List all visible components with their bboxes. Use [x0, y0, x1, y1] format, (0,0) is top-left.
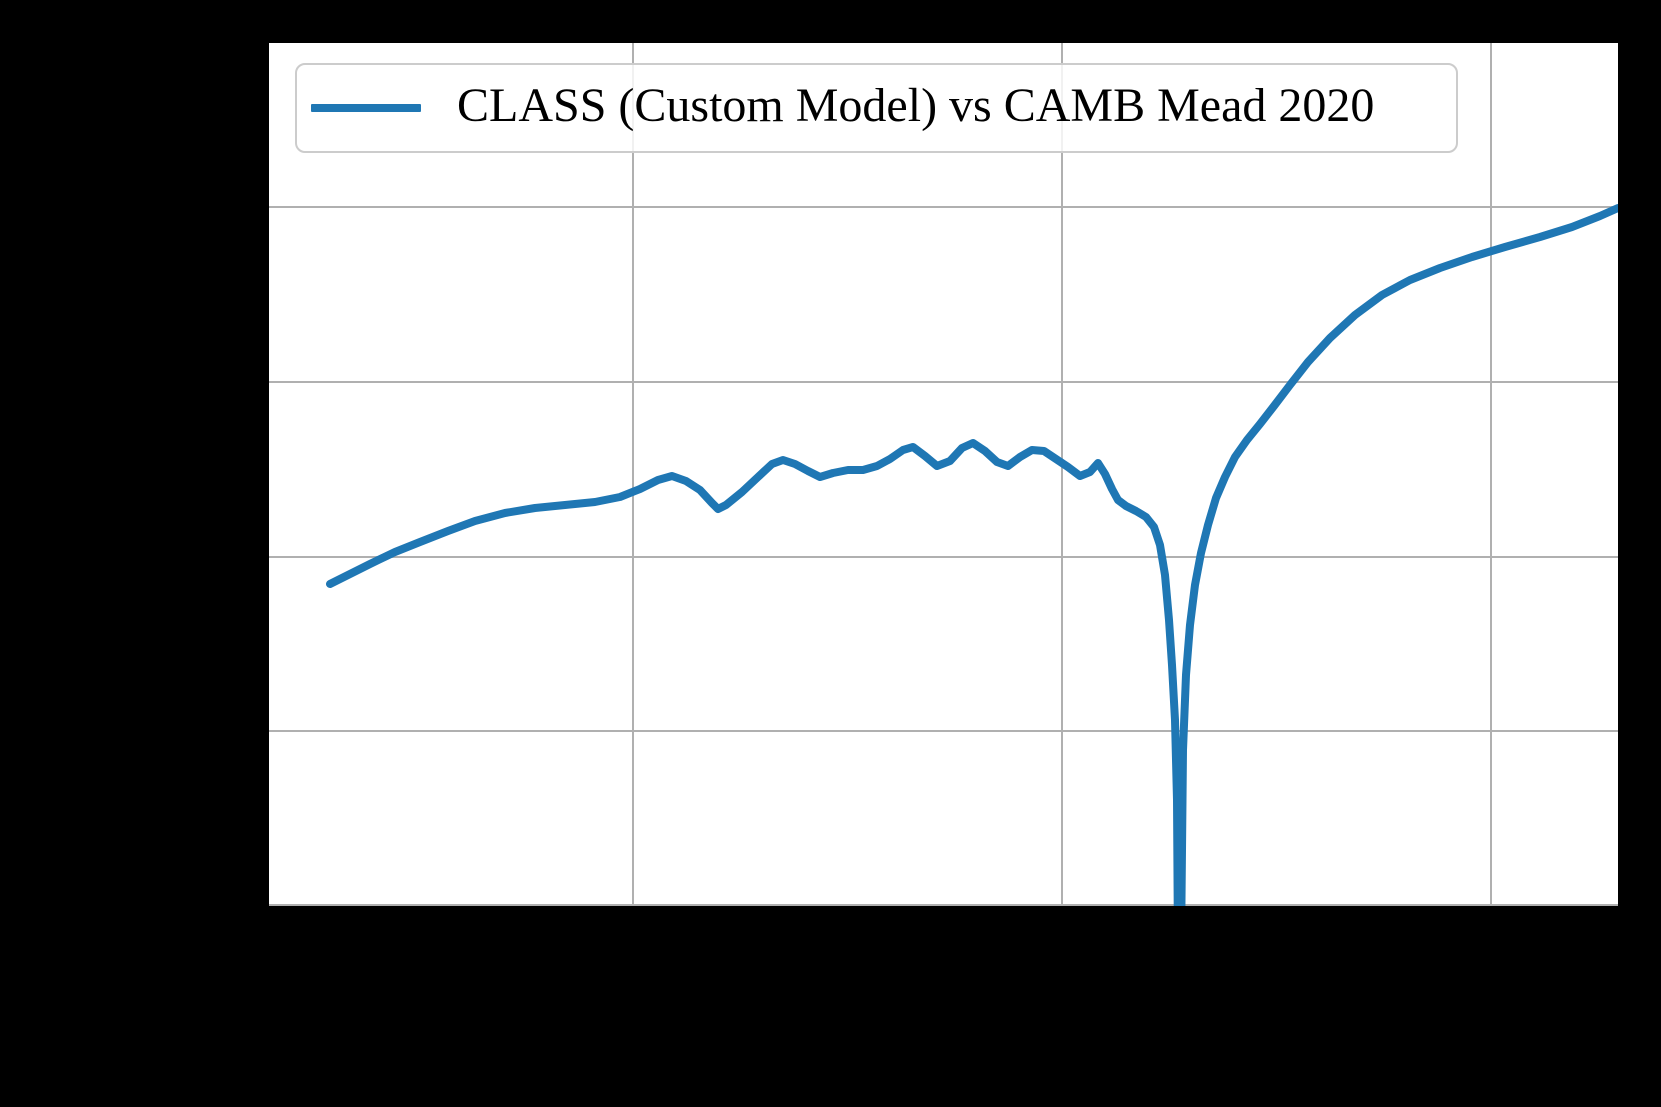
plot-area: CLASS (Custom Model) vs CAMB Mead 2020 — [269, 43, 1618, 906]
legend: CLASS (Custom Model) vs CAMB Mead 2020 — [295, 63, 1458, 153]
ratio-curve — [326, 204, 1618, 906]
gridlines — [269, 43, 1618, 906]
legend-line-sample — [311, 104, 421, 112]
legend-label: CLASS (Custom Model) vs CAMB Mead 2020 — [457, 79, 1375, 132]
plot-svg — [269, 43, 1618, 906]
